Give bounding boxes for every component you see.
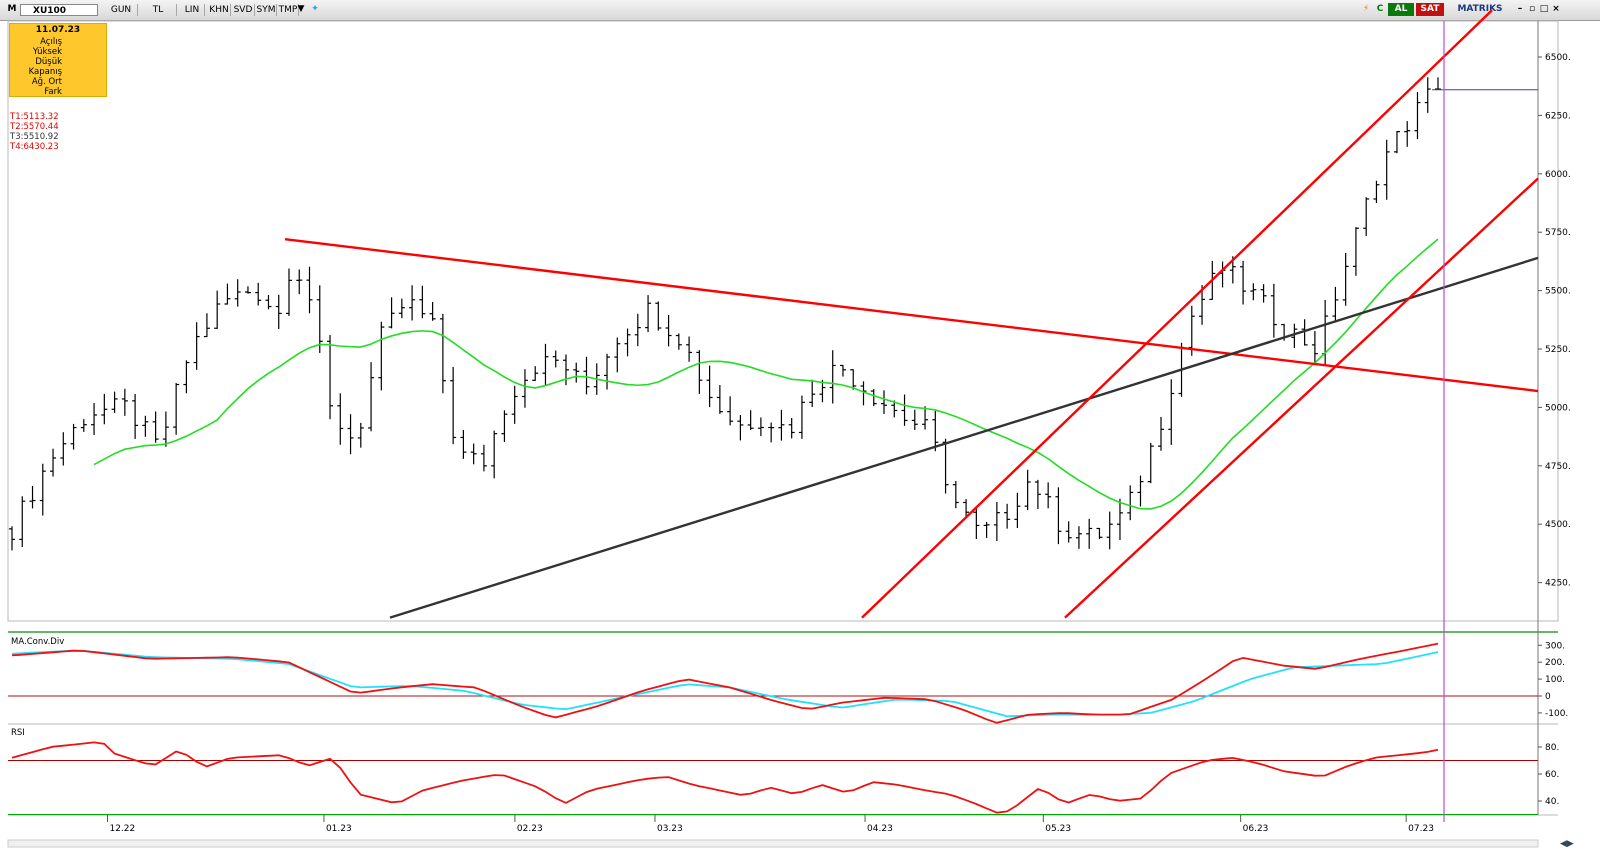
menu-m-button[interactable]: M — [7, 4, 17, 14]
x-axis-label: 02.23 — [517, 824, 543, 834]
scroll-left-icon[interactable]: ◀▶ — [1560, 839, 1574, 849]
toolbar-item-gun[interactable]: GUN — [105, 4, 138, 16]
minimize-icon[interactable]: – — [1517, 4, 1523, 14]
ascending-support-line[interactable] — [389, 256, 1539, 619]
buy-button[interactable]: AL — [1388, 3, 1414, 16]
x-axis-label: 12.22 — [109, 824, 135, 834]
info-row-label: Düşük — [35, 57, 62, 67]
x-axis-label: 04.23 — [867, 824, 893, 834]
price-y-tick-label: 4500. — [1545, 520, 1571, 530]
target-label-1: T1:5113.32 — [10, 112, 59, 122]
refresh-icon[interactable]: C — [1376, 4, 1384, 14]
maximize-icon[interactable]: □ — [1539, 4, 1549, 14]
toolbar-item-tl[interactable]: TL — [140, 4, 177, 16]
price-y-tick-label: 5250. — [1545, 345, 1571, 355]
target-labels: T1:5113.32 T2:5570.44 T3:5510.92 T4:6430… — [10, 112, 59, 152]
lightning-icon[interactable]: ⚡ — [1362, 4, 1370, 14]
rsi-line — [11, 741, 1439, 814]
rsi-y-tick-label: 40. — [1545, 797, 1559, 807]
macd-signal-line — [11, 649, 1439, 718]
macd-y-tick-label: 100. — [1545, 675, 1565, 685]
brand-label: MATRIKS — [1457, 4, 1503, 14]
macd-title: MA.Conv.Div — [11, 637, 64, 647]
toolbar-item-tmp[interactable]: TMP — [278, 4, 299, 16]
macd-y-tick-label: 200. — [1545, 658, 1565, 668]
toolbar-item-svd[interactable]: SVD — [232, 4, 255, 16]
close-icon[interactable]: × — [1552, 4, 1560, 14]
channel-lower-line[interactable] — [1064, 177, 1539, 619]
toolbar-item-khn[interactable]: KHN — [208, 4, 231, 16]
price-y-tick-label: 6500. — [1545, 53, 1571, 63]
info-row-label: Kapanış — [28, 67, 62, 77]
info-row-label: Ağ. Ort — [31, 77, 62, 87]
x-axis-label: 07.23 — [1408, 824, 1434, 834]
price-y-tick-label: 4750. — [1545, 462, 1571, 472]
restore-icon[interactable]: ▫ — [1528, 4, 1536, 14]
price-y-tick-label: 6250. — [1545, 111, 1571, 121]
x-axis-label: 05.23 — [1045, 824, 1071, 834]
moving-average-line — [93, 238, 1439, 510]
macd-y-tick-label: -100. — [1545, 709, 1568, 719]
chart-toolbar: M XU100 GUN TL LIN KHN SVD SYM TMP ▼ ✦ ⚡ C AL … — [0, 0, 1600, 21]
x-axis-label: 06.23 — [1243, 824, 1269, 834]
descending-resistance-line[interactable] — [284, 238, 1539, 393]
horizontal-scrollbar[interactable] — [7, 839, 1539, 848]
info-row-label: Açılış — [40, 37, 62, 47]
price-y-tick-label: 5500. — [1545, 287, 1571, 297]
macd-line — [11, 642, 1439, 724]
macd-y-tick-label: 300. — [1545, 641, 1565, 651]
info-row-label: Yüksek — [32, 47, 62, 57]
toolbar-item-lin[interactable]: LIN — [180, 4, 205, 16]
x-axis-label: 03.23 — [657, 824, 683, 834]
channel-upper-line[interactable] — [861, 9, 1493, 619]
twitter-icon[interactable]: ✦ — [311, 4, 319, 14]
price-y-tick-label: 4250. — [1545, 579, 1571, 589]
dropdown-arrow-icon[interactable]: ▼ — [297, 4, 305, 14]
toolbar-item-sym[interactable]: SYM — [256, 4, 277, 16]
rsi-y-tick-label: 80. — [1545, 743, 1559, 753]
rsi-title: RSI — [11, 728, 25, 738]
symbol-field[interactable]: XU100 — [20, 4, 98, 16]
info-row-label: Fark — [44, 87, 62, 97]
price-y-tick-label: 6000. — [1545, 170, 1571, 180]
price-y-tick-label: 5750. — [1545, 228, 1571, 238]
rsi-y-tick-label: 60. — [1545, 770, 1559, 780]
target-label-4: T4:6430.23 — [10, 142, 59, 152]
price-y-tick-label: 5000. — [1545, 403, 1571, 413]
price-panel-frame — [7, 20, 1559, 622]
x-axis-label: 01.23 — [326, 824, 352, 834]
target-label-2: T2:5570.44 — [10, 122, 59, 132]
info-date: 11.07.23 — [35, 25, 81, 35]
ohlc-info-box: 11.07.23 Açılış Yüksek Düşük Kapanış Ağ. Ort… — [9, 23, 107, 97]
sell-button[interactable]: SAT — [1416, 3, 1444, 16]
target-label-3: T3:5510.92 — [10, 132, 59, 142]
macd-y-tick-label: 0 — [1545, 692, 1551, 702]
